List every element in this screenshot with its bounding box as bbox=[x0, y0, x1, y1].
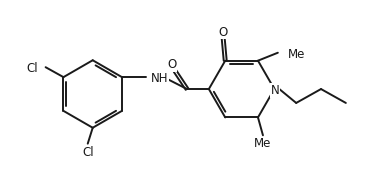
Text: O: O bbox=[218, 26, 228, 39]
Text: Cl: Cl bbox=[82, 146, 94, 159]
Text: NH: NH bbox=[151, 72, 168, 85]
Text: Cl: Cl bbox=[26, 62, 38, 75]
Text: N: N bbox=[271, 84, 280, 97]
Text: O: O bbox=[167, 58, 177, 71]
Text: Me: Me bbox=[254, 137, 271, 150]
Text: Me: Me bbox=[288, 48, 305, 61]
